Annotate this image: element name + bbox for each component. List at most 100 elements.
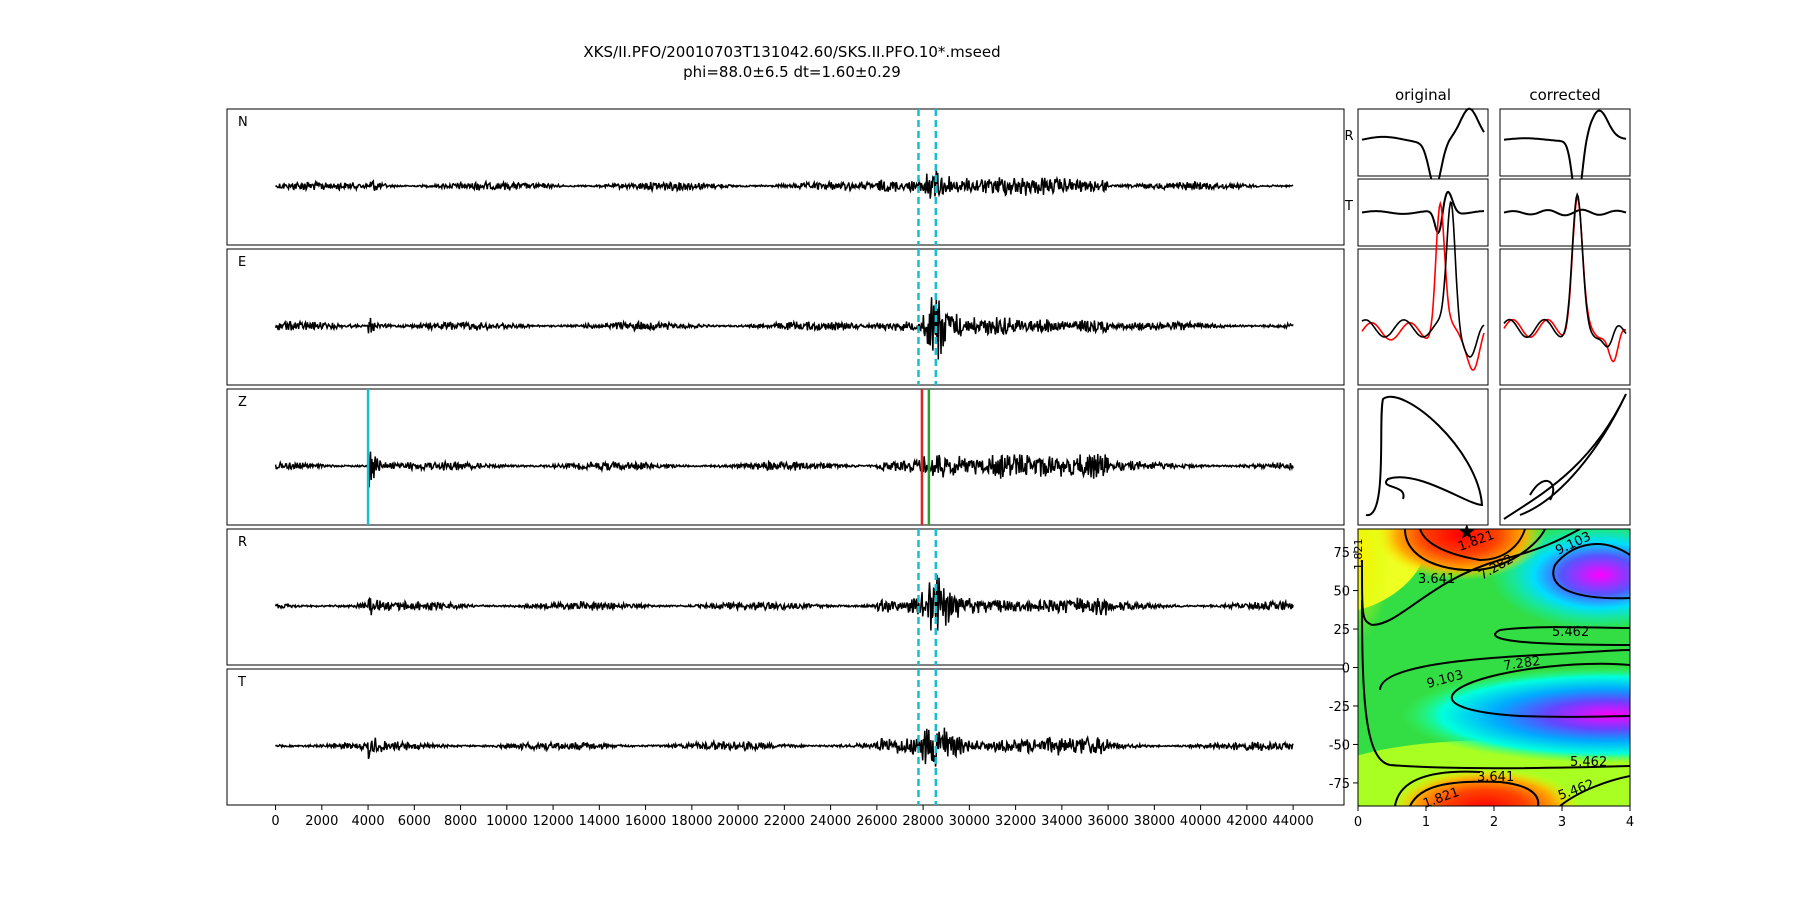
- panel-r: R: [226, 528, 1345, 666]
- contour-line: [1450, 662, 1630, 718]
- trace-line: [275, 727, 1294, 767]
- x-tick-label: 42000: [1226, 814, 1267, 829]
- x-tick-label: 12000: [532, 814, 573, 829]
- surface-y-tick-label: -25: [1329, 700, 1350, 715]
- x-tick-label: 0: [271, 814, 279, 829]
- surface-y-tick-label: 50: [1333, 585, 1350, 600]
- contour-line: [1419, 529, 1526, 562]
- contour-line: [1361, 529, 1581, 627]
- panel-frame: [226, 528, 1345, 666]
- panel-label: T: [237, 675, 246, 690]
- panel-frame: [226, 388, 1345, 526]
- error-surface: 1.821 3.641 9.103 7.282 5.462 7.282 9.10…: [1329, 524, 1634, 830]
- comparison-cell: [1499, 108, 1631, 204]
- x-tick-label: 26000: [856, 814, 897, 829]
- panel-e: E: [226, 248, 1345, 386]
- x-tick-label: 16000: [625, 814, 666, 829]
- cell-frame: [1357, 108, 1489, 177]
- panel-label: N: [238, 115, 248, 130]
- surface-y-tick-label: 0: [1342, 662, 1350, 677]
- surface-x-tick-label: 2: [1490, 815, 1498, 830]
- figure-subtitle: phi=88.0±6.5 dt=1.60±0.29: [683, 63, 901, 81]
- surface-x-tick-label: 1: [1422, 815, 1430, 830]
- trace-line: [274, 451, 1294, 488]
- contour-line: [1494, 626, 1630, 646]
- x-tick-label: 38000: [1134, 814, 1175, 829]
- cell-frame: [1357, 248, 1489, 386]
- waveform-line: [1503, 192, 1627, 348]
- contour-label: 3.641: [1418, 572, 1455, 587]
- contour-line: [1559, 775, 1630, 806]
- panel-label: E: [238, 255, 246, 270]
- contour-label: 5.462: [1570, 755, 1607, 770]
- waveform-line: [1503, 109, 1627, 204]
- x-tick-label: 4000: [352, 814, 385, 829]
- contour-line: [1409, 780, 1540, 806]
- cell-frame: [1499, 248, 1631, 386]
- contour-line: [1394, 770, 1481, 806]
- contour-label: 7.282: [1502, 654, 1541, 674]
- comparison-cell: [1499, 192, 1631, 386]
- x-tick-label: 14000: [579, 814, 620, 829]
- panel-n: N: [226, 108, 1345, 246]
- trace-line: [275, 168, 1294, 199]
- comparison-cell: [1357, 107, 1489, 189]
- x-tick-label: 28000: [902, 814, 943, 829]
- contour-label: 3.641: [1477, 770, 1514, 785]
- column-title: original: [1395, 86, 1451, 104]
- waveform-comparison: original corrected R T: [1344, 86, 1631, 526]
- x-tick-label: 18000: [671, 814, 712, 829]
- surface-red-bottom: [1390, 768, 1580, 806]
- seismogram-panels: N E Z R T: [226, 108, 1345, 806]
- comparison-cell: [1357, 178, 1489, 247]
- x-tick-label: 44000: [1272, 814, 1313, 829]
- surface-x-tick-label: 0: [1354, 815, 1362, 830]
- surface-axes: 0 1 2 3 4 75 50 25 0 -25 -50 -75: [1329, 546, 1634, 830]
- x-tick-label: 8000: [444, 814, 477, 829]
- surface-yellow-left: [1358, 529, 1390, 640]
- surface-red-top: [1375, 529, 1545, 580]
- waveform-line: [1361, 200, 1485, 358]
- panel-frame: [226, 108, 1345, 246]
- comparison-cell: [1357, 200, 1489, 386]
- x-tick-label: 24000: [810, 814, 851, 829]
- trace-line: [274, 574, 1294, 631]
- figure-title: XKS/II.PFO/20010703T131042.60/SKS.II.PFO…: [583, 43, 1000, 61]
- time-axis: 0 2000 4000 6000 8000 10000 12000 14000 16000 180…: [271, 805, 1314, 829]
- x-tick-label: 40000: [1180, 814, 1221, 829]
- x-tick-label: 2000: [305, 814, 338, 829]
- panel-frame: [226, 248, 1345, 386]
- surface-y-tick-label: -50: [1329, 738, 1350, 753]
- waveform-line: [1361, 107, 1485, 189]
- panel-frame: [226, 668, 1345, 806]
- best-fit-marker: [1459, 524, 1475, 539]
- x-tick-label: 22000: [764, 814, 805, 829]
- panel-z: Z: [226, 388, 1345, 526]
- surface-x-tick-label: 4: [1626, 815, 1634, 830]
- surface-y-tick-label: -75: [1329, 777, 1350, 792]
- row-label: T: [1344, 199, 1353, 214]
- x-tick-label: 32000: [995, 814, 1036, 829]
- x-tick-label: 36000: [1087, 814, 1128, 829]
- particle-motion-line: [1503, 393, 1627, 520]
- panel-t: T: [226, 668, 1345, 806]
- contour-line: [1379, 649, 1630, 691]
- contour-label: 5.462: [1552, 625, 1589, 640]
- contour-line: [1404, 529, 1546, 572]
- x-tick-label: 20000: [717, 814, 758, 829]
- waveform-line: [1503, 208, 1627, 217]
- surface-y-tick-label: 75: [1333, 546, 1350, 561]
- contour-line: [1552, 543, 1630, 600]
- x-tick-label: 30000: [949, 814, 990, 829]
- x-tick-label: 10000: [486, 814, 527, 829]
- column-title: corrected: [1529, 86, 1600, 104]
- comparison-cell: [1499, 178, 1631, 247]
- comparison-cell: [1499, 388, 1631, 526]
- surface-y-tick-label: 25: [1333, 623, 1350, 638]
- particle-motion-line: [1365, 395, 1484, 517]
- row-label: R: [1344, 129, 1353, 144]
- panel-label: Z: [238, 395, 247, 410]
- x-tick-label: 34000: [1041, 814, 1082, 829]
- trace-line: [274, 297, 1294, 360]
